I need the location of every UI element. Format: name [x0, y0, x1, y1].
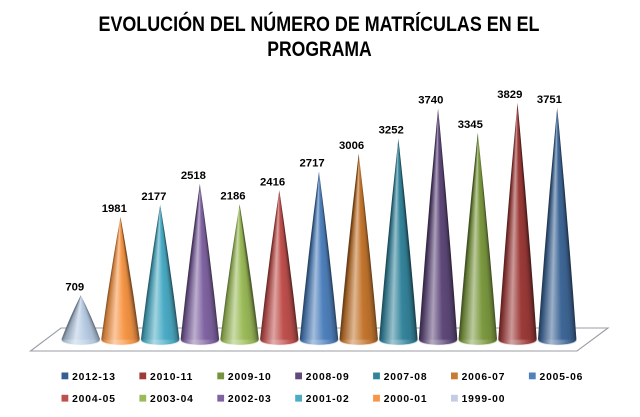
svg-text:2012-13: 2012-13 — [72, 372, 116, 383]
svg-text:2001-02: 2001-02 — [306, 394, 350, 405]
svg-text:1981: 1981 — [102, 203, 127, 215]
svg-text:2002-03: 2002-03 — [228, 394, 272, 405]
svg-text:2416: 2416 — [260, 176, 285, 188]
svg-text:2007-08: 2007-08 — [384, 372, 428, 383]
svg-text:3345: 3345 — [458, 119, 483, 131]
svg-text:3740: 3740 — [418, 95, 443, 107]
svg-text:PROGRAMA: PROGRAMA — [267, 38, 372, 61]
svg-text:1999-00: 1999-00 — [462, 394, 506, 405]
svg-text:2003-04: 2003-04 — [150, 394, 194, 405]
svg-text:2006-07: 2006-07 — [462, 372, 506, 383]
svg-text:2186: 2186 — [220, 191, 245, 203]
svg-text:3006: 3006 — [339, 140, 364, 152]
svg-text:2009-10: 2009-10 — [228, 372, 272, 383]
svg-text:3751: 3751 — [537, 94, 562, 106]
svg-text:2000-01: 2000-01 — [384, 394, 428, 405]
svg-text:2008-09: 2008-09 — [306, 372, 350, 383]
svg-text:2717: 2717 — [300, 158, 325, 170]
svg-text:2177: 2177 — [141, 191, 166, 203]
svg-text:3252: 3252 — [379, 125, 404, 137]
svg-text:3829: 3829 — [497, 89, 522, 101]
svg-text:2518: 2518 — [181, 170, 206, 182]
svg-text:709: 709 — [65, 282, 84, 294]
svg-text:EVOLUCIÓN DEL NÚMERO DE MATRÍC: EVOLUCIÓN DEL NÚMERO DE MATRÍCULAS EN EL — [99, 12, 540, 36]
svg-text:2004-05: 2004-05 — [72, 394, 116, 405]
svg-text:2005-06: 2005-06 — [540, 372, 584, 383]
svg-text:2010-11: 2010-11 — [150, 372, 193, 383]
